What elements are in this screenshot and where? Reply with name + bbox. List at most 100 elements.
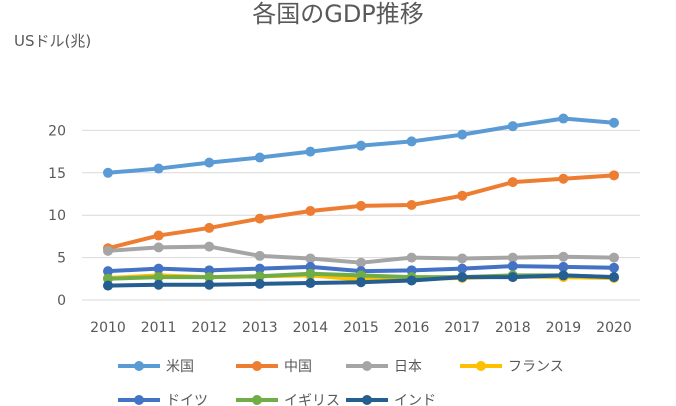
x-tick-label: 2010 [90, 320, 126, 336]
legend-item: 日本 [346, 359, 422, 375]
data-point [204, 279, 215, 290]
data-point [558, 113, 569, 124]
legend-label: 中国 [284, 359, 312, 375]
data-point [356, 140, 366, 151]
x-axis-ticks: 2010 2011 2012 2013 2014 2015 2016 2017 2018 2019… [90, 320, 632, 336]
legend-label: イギリス [284, 393, 340, 406]
data-point [406, 252, 417, 263]
data-point [204, 272, 215, 283]
data-point [558, 251, 569, 262]
data-point [254, 278, 265, 289]
legend-marker [134, 361, 144, 371]
x-tick-label: 2016 [394, 320, 430, 336]
data-point [103, 245, 113, 256]
series-line [106, 173, 616, 251]
legend-item: 中国 [236, 359, 312, 375]
y-tick-label: 20 [48, 123, 66, 139]
y-tick-label: 15 [48, 166, 66, 182]
data-point [153, 230, 164, 241]
series-6 [103, 270, 619, 291]
data-point [103, 266, 113, 277]
data-point [356, 257, 366, 268]
y-tick-label: 10 [48, 208, 66, 224]
data-point [153, 263, 164, 274]
legend-marker [362, 395, 372, 405]
data-point [204, 222, 215, 233]
data-point [356, 277, 366, 288]
legend-marker [252, 395, 262, 405]
data-point [204, 157, 215, 168]
x-tick-label: 2011 [141, 320, 177, 336]
x-tick-label: 2019 [546, 320, 582, 336]
data-point [457, 129, 468, 140]
data-point [103, 167, 113, 178]
x-tick-label: 2013 [242, 320, 278, 336]
data-point [356, 200, 366, 211]
data-point [153, 279, 164, 290]
data-point [254, 271, 265, 282]
data-point [204, 241, 215, 252]
x-tick-label: 2012 [191, 320, 227, 336]
y-tick-label: 5 [57, 251, 66, 267]
data-point [609, 170, 619, 181]
x-tick-label: 2015 [343, 320, 379, 336]
data-point [305, 146, 316, 157]
y-axis-ticks: 0 5 10 15 20 [48, 123, 66, 309]
data-point [153, 163, 164, 174]
series-0 [103, 113, 619, 178]
data-point [254, 263, 265, 274]
data-point [558, 173, 569, 184]
data-point [507, 261, 518, 272]
data-point [507, 252, 518, 263]
data-point [406, 200, 417, 211]
series-1 [103, 170, 619, 254]
data-point [457, 272, 468, 283]
data-point [609, 272, 619, 283]
data-point [305, 278, 316, 289]
data-point [254, 250, 265, 261]
y-axis-label: USドル(兆) [14, 32, 91, 50]
legend-item: フランス [460, 359, 564, 375]
legend-item: イギリス [236, 393, 340, 406]
y-tick-label: 0 [57, 293, 66, 309]
data-point [609, 117, 619, 128]
legend-marker [134, 395, 144, 405]
data-point [558, 270, 569, 281]
legend-marker [476, 361, 486, 371]
x-tick-label: 2020 [596, 320, 632, 336]
legend-marker [252, 361, 262, 371]
data-point [507, 177, 518, 188]
data-point [406, 275, 417, 286]
data-point [558, 261, 569, 272]
legend-item: インド [346, 393, 436, 406]
legend-label: 日本 [394, 359, 422, 375]
data-point [609, 252, 619, 263]
legend-label: フランス [508, 359, 564, 375]
data-point [457, 263, 468, 274]
legend-label: ドイツ [166, 393, 208, 406]
series-2 [103, 241, 619, 268]
data-point [507, 272, 518, 283]
x-tick-label: 2017 [444, 320, 480, 336]
data-point [254, 213, 265, 224]
x-tick-label: 2018 [495, 320, 531, 336]
legend-marker [362, 361, 372, 371]
legend-label: インド [394, 393, 436, 406]
legend-label: 米国 [166, 359, 194, 375]
data-point [457, 253, 468, 264]
series-lines [103, 113, 619, 291]
data-point [507, 121, 518, 132]
data-point [457, 190, 468, 201]
data-point [103, 280, 113, 291]
data-point [305, 205, 316, 216]
data-point [609, 262, 619, 273]
x-tick-label: 2014 [293, 320, 329, 336]
data-point [406, 136, 417, 147]
chart-title: 各国のGDP推移 [252, 0, 424, 28]
data-point [305, 253, 316, 264]
data-point [153, 272, 164, 283]
legend-item: 米国 [118, 359, 194, 375]
legend-item: ドイツ [118, 393, 208, 406]
